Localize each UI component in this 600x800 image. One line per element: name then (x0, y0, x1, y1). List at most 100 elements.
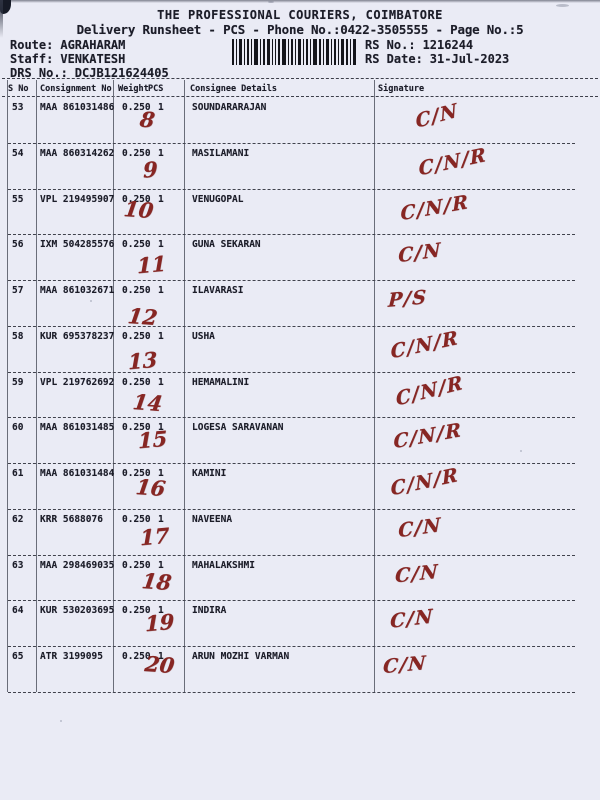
scan-edge-artifact (0, 0, 3, 38)
runsheet-title: Delivery Runsheet - PCS - Phone No.:0422… (76, 22, 524, 37)
handwritten-delivery-number: 14 (131, 388, 164, 416)
column-divider-line (113, 80, 114, 692)
scan-speck (520, 450, 522, 452)
cell-pcs: 1 (158, 102, 164, 113)
cell-consignment-no: MAA 861032671 (40, 285, 115, 297)
cell-consignment-no: MAA 861031486 (40, 102, 115, 113)
cell-consignee-name: MAHALAKSHMI (192, 559, 255, 571)
cell-weight: 0.250 (122, 605, 151, 617)
cell-consignee-name: NAVEENA (192, 513, 233, 525)
cell-pcs: 1 (158, 193, 164, 205)
handwritten-delivery-number: 10 (122, 195, 155, 223)
header-separator-dashed (2, 78, 598, 79)
table-row: 57 MAA 861032671 0.250 1 ILAVARASI 12 P/… (8, 280, 575, 330)
handwritten-signature-mark: P/S (387, 286, 428, 312)
cell-consignment-no: MAA 298469035 (40, 559, 115, 571)
column-header-separator-dashed (2, 96, 598, 97)
col-header-consignee: Consignee Details (190, 84, 277, 94)
drs-line: DRS No.: DCJB121624405 (10, 66, 169, 80)
cell-consignment-no: MAA 860314262 (40, 147, 115, 159)
staff-value: VENKATESH (60, 52, 126, 66)
handwritten-signature-mark: C/N (414, 99, 460, 133)
scan-edge-artifact (0, 0, 600, 3)
column-divider-line (7, 80, 8, 692)
table-row: 64 KUR 530203695 0.250 1 INDIRA 19 C/N (8, 600, 575, 648)
handwritten-signature-mark: C/N (382, 652, 428, 679)
rs-number-line: RS No.: 1216244 (365, 38, 473, 52)
staff-label: Staff: (10, 52, 54, 66)
handwritten-signature-mark: C/N/R (400, 190, 470, 225)
cell-consignee-name: VENUGOPAL (192, 193, 244, 205)
cell-sno: 56 (12, 239, 24, 251)
route-label: Route: (10, 38, 54, 52)
handwritten-signature-mark: C/N (398, 239, 442, 268)
scan-speck (268, 1, 274, 3)
cell-consignment-no: KUR 695378237 (40, 330, 115, 342)
cell-consignee-name: LOGESA SARAVANAN (192, 422, 284, 434)
cell-consignee-name: USHA (192, 330, 215, 342)
handwritten-delivery-number: 17 (139, 522, 170, 551)
cell-sno: 55 (12, 193, 24, 205)
cell-consignee-name: ILAVARASI (192, 285, 244, 297)
handwritten-delivery-number: 16 (134, 474, 167, 502)
col-header-sno: S No (8, 84, 29, 94)
scan-speck (90, 300, 92, 302)
handwritten-signature-mark: C/N/R (389, 326, 460, 364)
handwritten-signature-mark: C/N (394, 560, 440, 588)
cell-weight: 0.250 (122, 513, 151, 525)
table-row: 58 KUR 695378237 0.250 1 USHA 13 C/N/R (8, 326, 575, 375)
cell-pcs: 1 (158, 422, 164, 434)
col-header-signature: Signature (378, 84, 425, 94)
table-row: 53 MAA 861031486 0.250 1 SOUNDARARAJAN 8… (8, 97, 575, 144)
rs-date-label: RS Date: (365, 52, 423, 66)
company-name: THE PROFESSIONAL COURIERS, COIMBATORE (157, 8, 443, 22)
cell-consignment-no: KRR 5688076 (40, 513, 103, 525)
cell-sno: 60 (12, 422, 24, 434)
handwritten-signature-mark: C/N/R (389, 463, 460, 501)
cell-sno: 61 (12, 468, 24, 480)
handwritten-delivery-number: 13 (127, 346, 158, 375)
handwritten-signature-mark: C/N/R (417, 143, 488, 181)
scan-corner-artifact (0, 0, 11, 14)
rs-date-value: 31-Jul-2023 (429, 52, 510, 66)
cell-consignee-name: GUNA SEKARAN (192, 239, 261, 251)
cell-pcs: 1 (158, 513, 164, 525)
table-row: 56 IXM 504285576 0.250 1 GUNA SEKARAN 11… (8, 234, 575, 282)
handwritten-delivery-number: 15 (137, 426, 168, 454)
handwritten-signature-mark: C/N/R (393, 419, 463, 454)
col-header-consignment: Consignment No (40, 84, 112, 94)
cell-sno: 59 (12, 376, 24, 388)
cell-consignment-no: ATR 3199095 (40, 651, 103, 663)
table-row: 62 KRR 5688076 0.250 1 NAVEENA 17 C/N (8, 509, 575, 556)
cell-pcs: 1 (158, 559, 164, 571)
cell-consignment-no: MAA 861031485 (40, 422, 115, 434)
column-divider-line (374, 80, 375, 692)
handwritten-delivery-number: 19 (144, 609, 175, 637)
rs-date-line: RS Date: 31-Jul-2023 (365, 52, 509, 66)
table-row: 63 MAA 298469035 0.250 1 MAHALAKSHMI 18 … (8, 555, 575, 602)
cell-pcs: 1 (158, 651, 164, 663)
cell-weight: 0.250 (122, 102, 151, 113)
cell-weight: 0.250 (122, 147, 151, 159)
table-row: 59 VPL 219762692 0.250 1 HEMAMALINI 14 C… (8, 371, 575, 419)
cell-weight: 0.250 (122, 330, 151, 342)
cell-weight: 0.250 (122, 651, 151, 663)
cell-weight: 0.250 (122, 559, 151, 571)
cell-sno: 64 (12, 605, 24, 617)
column-divider-line (36, 80, 37, 692)
table-row: 54 MAA 860314262 0.250 1 MASILAMANI 9 C/… (8, 143, 575, 190)
cell-consignment-no: VPL 219762692 (40, 376, 115, 388)
cell-sno: 58 (12, 330, 24, 342)
cell-weight: 0.250 (122, 422, 151, 434)
route-value: AGRAHARAM (60, 38, 126, 52)
cell-weight: 0.250 (122, 239, 151, 251)
scan-speck (556, 4, 569, 7)
rs-number-label: RS No.: (365, 38, 416, 52)
column-divider-line (184, 80, 185, 692)
cell-pcs: 1 (158, 147, 164, 159)
cell-pcs: 1 (158, 376, 164, 388)
cell-consignee-name: INDIRA (192, 605, 227, 617)
cell-consignment-no: MAA 861031484 (40, 468, 115, 480)
